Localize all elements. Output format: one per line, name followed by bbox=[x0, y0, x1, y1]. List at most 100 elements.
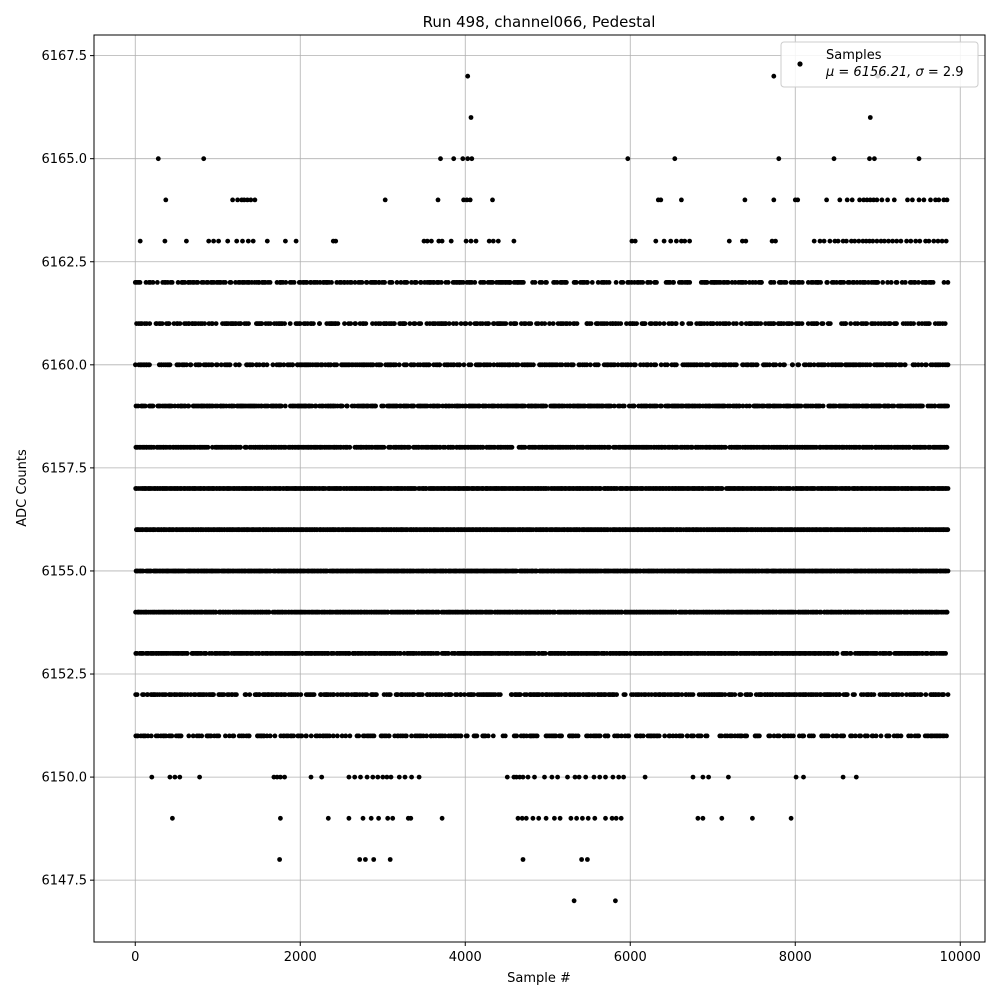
data-point bbox=[616, 774, 622, 780]
data-point bbox=[360, 815, 366, 821]
data-point bbox=[874, 651, 880, 656]
data-point bbox=[370, 774, 376, 780]
data-point bbox=[376, 815, 381, 821]
data-point bbox=[656, 733, 662, 739]
data-point bbox=[406, 444, 412, 450]
data-point bbox=[536, 815, 542, 821]
data-point bbox=[944, 444, 950, 450]
data-point bbox=[520, 774, 526, 780]
data-point bbox=[509, 444, 515, 450]
data-point bbox=[871, 692, 877, 697]
data-point bbox=[497, 692, 503, 697]
data-point bbox=[700, 815, 706, 821]
data-point bbox=[267, 733, 273, 739]
data-point bbox=[347, 651, 352, 656]
data-point bbox=[346, 774, 352, 780]
data-point bbox=[848, 651, 854, 656]
data-point bbox=[565, 774, 570, 780]
data-point bbox=[331, 692, 337, 697]
data-point bbox=[585, 857, 590, 862]
data-point bbox=[793, 774, 799, 780]
data-point bbox=[530, 815, 536, 821]
data-point bbox=[944, 733, 949, 739]
data-point bbox=[723, 444, 728, 450]
data-point bbox=[272, 733, 278, 739]
data-point bbox=[243, 692, 249, 697]
data-point bbox=[719, 815, 725, 821]
data-point bbox=[150, 403, 156, 409]
data-point bbox=[266, 609, 272, 615]
data-point bbox=[177, 774, 183, 780]
data-point bbox=[223, 733, 228, 739]
data-point bbox=[231, 733, 237, 739]
data-point bbox=[416, 774, 422, 780]
data-point bbox=[145, 733, 151, 739]
data-point bbox=[282, 692, 288, 697]
data-point bbox=[344, 403, 350, 409]
data-point bbox=[141, 692, 147, 697]
data-point bbox=[518, 692, 523, 697]
data-point bbox=[178, 733, 184, 739]
data-point bbox=[274, 774, 280, 780]
data-point bbox=[149, 774, 155, 780]
data-point bbox=[213, 609, 219, 615]
data-point bbox=[732, 692, 738, 697]
data-point bbox=[840, 774, 846, 780]
data-point bbox=[943, 651, 948, 656]
data-point bbox=[471, 692, 477, 697]
data-point bbox=[583, 774, 589, 780]
data-point bbox=[610, 774, 616, 780]
data-point bbox=[277, 857, 282, 862]
data-point bbox=[941, 692, 946, 697]
data-point bbox=[576, 774, 582, 780]
chart-title: Run 498, channel066, Pedestal bbox=[423, 13, 656, 31]
data-point bbox=[385, 815, 391, 821]
data-point bbox=[801, 774, 806, 780]
data-point bbox=[690, 692, 696, 697]
data-point bbox=[368, 815, 374, 821]
data-point bbox=[726, 774, 731, 780]
data-point bbox=[420, 692, 425, 697]
data-point bbox=[685, 733, 690, 739]
data-point bbox=[605, 733, 611, 739]
data-point bbox=[811, 733, 816, 739]
data-point bbox=[278, 815, 283, 821]
data-point bbox=[945, 527, 951, 533]
data-point bbox=[923, 692, 929, 697]
data-point bbox=[621, 403, 627, 409]
data-point bbox=[172, 774, 178, 780]
data-point bbox=[801, 733, 807, 739]
data-point bbox=[238, 444, 243, 450]
data-point bbox=[335, 733, 340, 739]
data-point bbox=[552, 815, 557, 821]
data-point bbox=[347, 444, 353, 450]
data-point bbox=[626, 733, 632, 739]
data-point bbox=[304, 733, 309, 739]
data-point bbox=[358, 774, 363, 780]
data-point bbox=[373, 403, 378, 409]
data-point bbox=[873, 733, 879, 739]
data-point bbox=[352, 774, 358, 780]
data-point bbox=[621, 774, 626, 780]
data-point bbox=[167, 362, 173, 368]
data-point bbox=[640, 733, 646, 739]
data-point bbox=[579, 857, 584, 862]
data-point bbox=[830, 733, 836, 739]
data-point bbox=[534, 733, 540, 739]
data-points bbox=[132, 73, 951, 904]
data-point bbox=[837, 692, 842, 697]
data-point bbox=[719, 486, 725, 491]
data-point bbox=[767, 733, 773, 739]
data-point bbox=[771, 733, 777, 739]
data-point bbox=[691, 733, 696, 739]
data-point bbox=[356, 733, 362, 739]
data-point bbox=[844, 692, 850, 697]
data-point bbox=[246, 733, 252, 739]
data-point bbox=[339, 733, 345, 739]
data-point bbox=[319, 774, 325, 780]
data-point bbox=[343, 733, 349, 739]
data-point bbox=[408, 815, 414, 821]
data-point bbox=[381, 444, 387, 450]
data-point bbox=[849, 733, 855, 739]
data-point bbox=[603, 815, 608, 821]
